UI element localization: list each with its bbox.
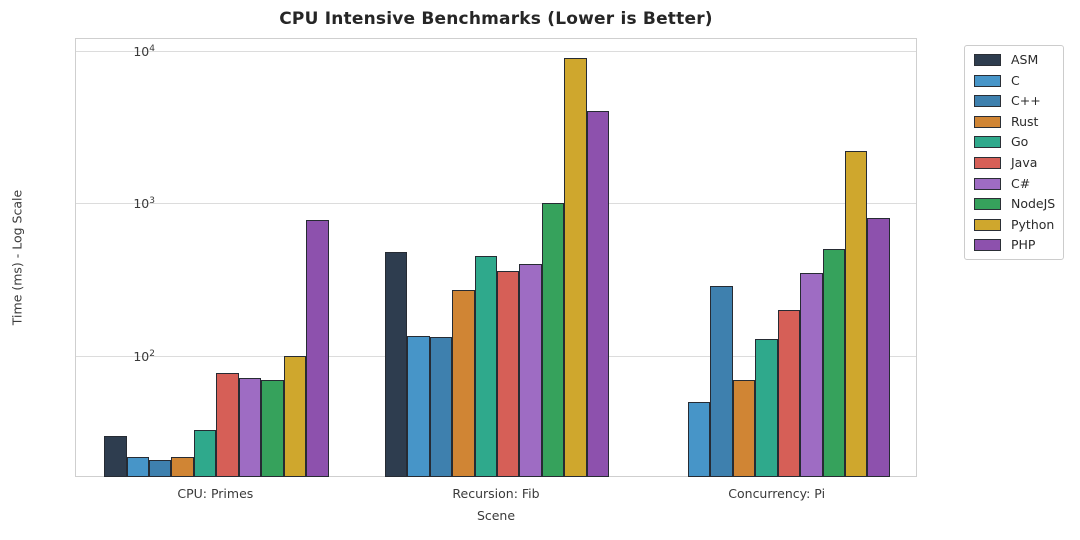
y-axis-label: Time (ms) - Log Scale: [9, 189, 25, 326]
legend-swatch: [974, 136, 1001, 149]
gridline: [76, 203, 916, 205]
legend-item-NodeJS: NodeJS: [974, 196, 1056, 212]
legend-label: C++: [1011, 93, 1041, 109]
bar-C++-Concurrency: Pi: [710, 285, 733, 477]
legend-item-PHP: PHP: [974, 237, 1054, 253]
bar-C#-CPU: Primes: [238, 378, 262, 477]
bar-PHP-Recursion: Fib: [586, 111, 610, 477]
legend-label: Java: [1011, 154, 1038, 170]
bar-C++-CPU: Primes: [148, 459, 172, 477]
legend: ASM C C++ Rust Go Java C# NodeJS Python PHP: [964, 45, 1064, 261]
bar-Rust-Concurrency: Pi: [732, 380, 756, 477]
bar-PHP-Concurrency: Pi: [867, 218, 890, 477]
y-tick-label: 104: [133, 43, 155, 59]
bar-Python-Concurrency: Pi: [845, 151, 868, 477]
legend-label: Rust: [1011, 113, 1039, 129]
bar-C-CPU: Primes: [126, 456, 149, 477]
legend-swatch: [974, 95, 1001, 108]
bar-ASM-CPU: Primes: [104, 436, 127, 477]
bar-ASM-Recursion: Fib: [384, 252, 408, 477]
bar-Rust-CPU: Primes: [171, 456, 194, 477]
plot-area: [75, 38, 917, 477]
legend-swatch: [974, 156, 1001, 169]
bar-Go-Recursion: Fib: [474, 256, 497, 477]
bar-PHP-CPU: Primes: [306, 219, 329, 477]
bar-Rust-Recursion: Fib: [452, 290, 475, 477]
bar-Python-CPU: Primes: [283, 356, 307, 477]
y-tick-label: 103: [133, 196, 155, 212]
bar-Go-Concurrency: Pi: [755, 338, 778, 477]
y-tick-label: 102: [133, 349, 155, 365]
legend-item-ASM: ASM: [974, 52, 1054, 67]
legend-label: C: [1011, 72, 1020, 88]
bar-Java-CPU: Primes: [216, 372, 239, 477]
legend-swatch: [974, 239, 1001, 252]
bar-C++-Recursion: Fib: [429, 336, 453, 477]
legend-label: C#: [1011, 175, 1031, 191]
legend-item-C: C: [974, 72, 1054, 88]
legend-label: Python: [1011, 216, 1055, 232]
chart-title: CPU Intensive Benchmarks (Lower is Bette…: [279, 9, 713, 29]
legend-label: NodeJS: [1011, 196, 1056, 212]
legend-item-Go: Go: [974, 134, 1054, 150]
legend-swatch: [974, 115, 1001, 128]
x-axis-label: Scene: [476, 508, 516, 523]
legend-item-C++: C++: [974, 93, 1054, 109]
legend-swatch: [974, 177, 1001, 190]
legend-label: ASM: [1011, 52, 1039, 67]
bar-NodeJS-CPU: Primes: [261, 380, 284, 477]
legend-item-C#: C#: [974, 175, 1054, 191]
legend-item-Java: Java: [974, 154, 1054, 170]
legend-swatch: [974, 198, 1001, 211]
bar-Java-Recursion: Fib: [497, 271, 520, 477]
bar-Java-Concurrency: Pi: [777, 310, 801, 477]
gridline: [76, 50, 916, 52]
x-tick-label: Concurrency: Pi: [728, 486, 826, 501]
legend-item-Rust: Rust: [974, 113, 1054, 129]
bar-C-Recursion: Fib: [407, 336, 430, 477]
legend-item-Python: Python: [974, 216, 1055, 232]
bar-C#-Recursion: Fib: [519, 264, 542, 477]
legend-swatch: [974, 74, 1001, 87]
legend-swatch: [974, 218, 1001, 231]
bar-C-Concurrency: Pi: [687, 402, 711, 477]
bar-Go-CPU: Primes: [193, 429, 217, 477]
bar-NodeJS-Concurrency: Pi: [822, 249, 845, 477]
x-tick-label: Recursion: Fib: [452, 486, 540, 501]
x-tick-label: CPU: Primes: [177, 486, 254, 501]
bar-NodeJS-Recursion: Fib: [541, 203, 565, 477]
legend-label: Go: [1011, 134, 1029, 150]
bar-C#-Concurrency: Pi: [800, 273, 823, 477]
legend-label: PHP: [1011, 237, 1036, 253]
bar-Python-Recursion: Fib: [564, 57, 587, 477]
legend-swatch: [974, 54, 1001, 66]
